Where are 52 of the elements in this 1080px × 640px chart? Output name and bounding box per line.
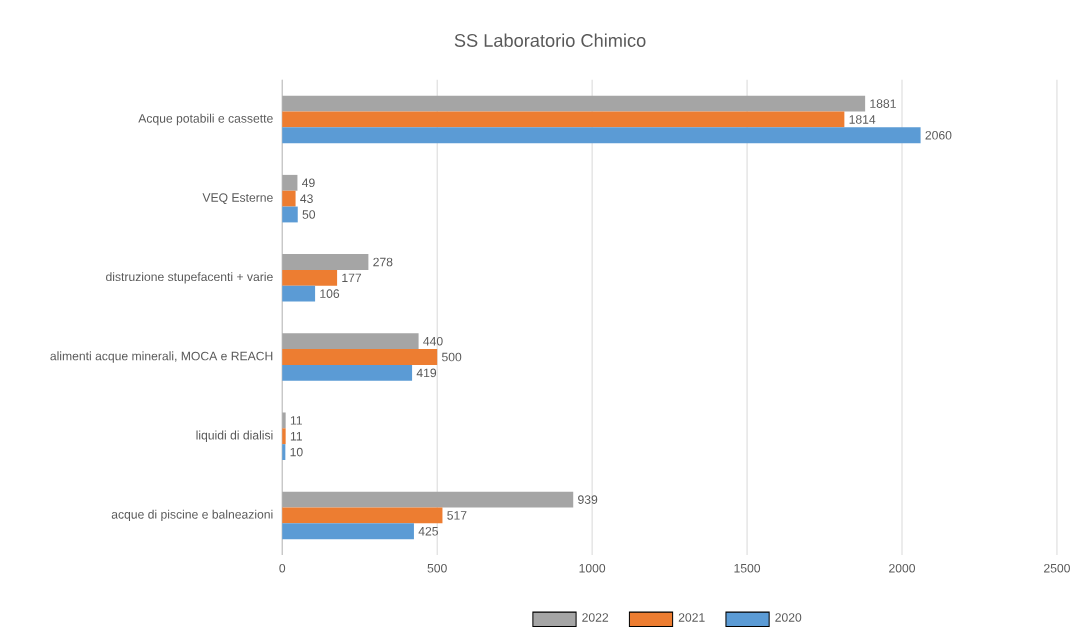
bar	[282, 174, 298, 191]
x-tick-label: 2000	[889, 563, 916, 573]
bar	[282, 364, 413, 381]
bar	[282, 523, 414, 540]
bar	[282, 333, 419, 350]
bar	[282, 95, 866, 112]
data-label: 11	[290, 416, 302, 425]
bar	[282, 254, 369, 270]
bar	[282, 190, 296, 207]
bar	[282, 285, 316, 302]
data-label: 106	[320, 289, 340, 298]
bar	[282, 412, 286, 429]
x-tick-label: 1000	[579, 563, 606, 573]
data-label: 10	[290, 447, 303, 457]
data-label: 939	[578, 495, 598, 504]
y-tick-label: Acque potabili e cassette	[138, 113, 273, 126]
bar	[282, 206, 298, 223]
bar	[282, 127, 921, 144]
y-tick-label: VEQ Esterne	[202, 193, 273, 205]
bar	[282, 269, 338, 286]
x-tick-label: 1500	[734, 563, 761, 573]
bar	[282, 349, 438, 365]
data-label: 2060	[925, 130, 952, 140]
bar	[282, 507, 443, 524]
x-tick-label: 0	[279, 563, 286, 573]
bar	[282, 444, 286, 460]
data-label: 43	[300, 194, 313, 203]
data-label: 440	[423, 336, 443, 346]
bar	[282, 491, 574, 508]
chart-title: SS Laboratorio Chimico	[454, 33, 646, 47]
y-tick-label: liquidi di dialisi	[196, 430, 273, 442]
data-label: 419	[416, 368, 437, 378]
legend-label: 2021	[678, 613, 705, 622]
y-tick-label: alimenti acque minerali, MOCA e REACH	[50, 351, 273, 363]
legend-label: 2022	[582, 613, 609, 622]
data-label: 500	[441, 352, 462, 362]
data-label: 1881	[870, 99, 896, 108]
y-tick-label: acque di piscine e balneazioni	[111, 509, 273, 522]
bar	[282, 428, 286, 445]
data-label: 425	[418, 526, 438, 536]
data-label: 517	[447, 511, 467, 520]
data-label: 49	[302, 178, 315, 188]
x-tick-label: 500	[427, 563, 447, 573]
data-label: 177	[342, 273, 362, 283]
bar	[282, 111, 845, 128]
data-label: 50	[302, 210, 316, 219]
data-label: 1814	[849, 115, 876, 124]
data-label: 278	[373, 257, 393, 267]
x-tick-label: 2500	[1044, 563, 1070, 573]
legend-label: 2020	[775, 613, 802, 622]
y-tick-label: distruzione stupefacenti + varie	[106, 272, 273, 284]
data-label: 11	[290, 432, 302, 441]
